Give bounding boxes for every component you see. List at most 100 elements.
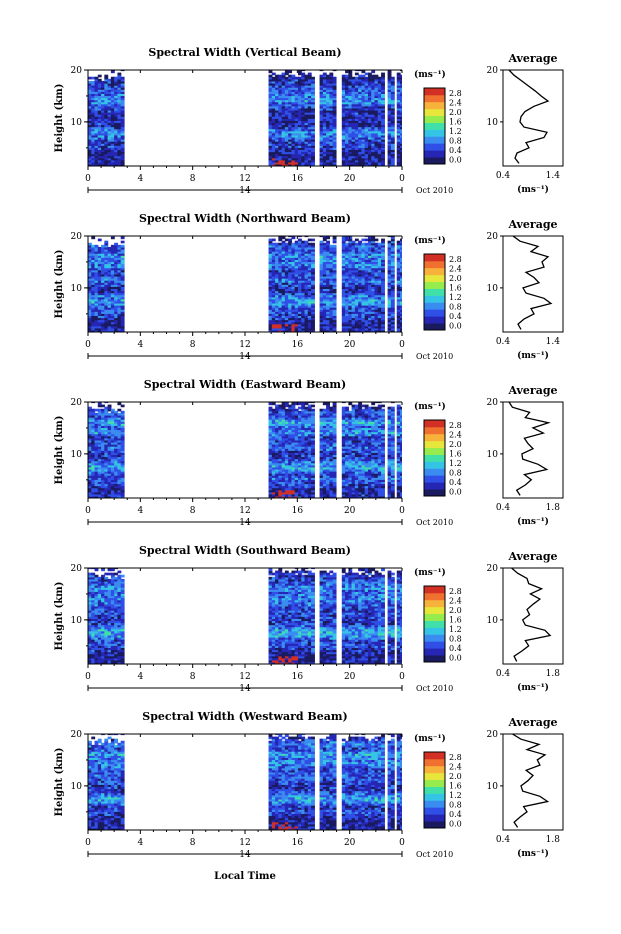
average-profile-line — [513, 236, 551, 329]
colorbar-swatch — [424, 475, 445, 482]
average-profile-line — [512, 568, 550, 661]
colorbar-tick-label: 0.8 — [449, 468, 462, 477]
colorbar-tick-label: 2.8 — [449, 89, 462, 98]
average-x-label: (ms⁻¹) — [517, 350, 549, 361]
x-tick-label: 20 — [344, 672, 356, 682]
colorbar-unit: (ms⁻¹) — [414, 401, 446, 412]
colorbar-swatch — [424, 102, 445, 109]
colorbar-tick-label: 2.4 — [449, 98, 462, 107]
colorbar-tick-label: 0.4 — [449, 146, 462, 155]
colorbar-swatch — [424, 123, 445, 130]
x-tick-label: 8 — [190, 672, 196, 682]
colorbar-tick-label: 1.2 — [449, 293, 462, 302]
average-y-tick-label: 20 — [487, 66, 499, 76]
date-label: Oct 2010 — [416, 518, 453, 527]
colorbar-tick-label: 1.6 — [449, 117, 462, 126]
average-title: Average — [507, 716, 557, 729]
colorbar-tick-label: 0.0 — [449, 653, 462, 662]
colorbar-swatch — [424, 427, 445, 434]
colorbar-swatch — [424, 655, 445, 662]
colorbar-tick-label: 1.2 — [449, 127, 462, 136]
colorbar-swatch — [424, 482, 445, 489]
average-frame — [503, 734, 563, 830]
day-label: 14 — [239, 518, 251, 528]
colorbar-swatch — [424, 282, 445, 289]
x-tick-label: 12 — [239, 838, 250, 848]
colorbar-tick-label: 2.0 — [449, 606, 462, 615]
colorbar-swatch — [424, 455, 445, 462]
colorbar-swatch — [424, 295, 445, 302]
colorbar-swatch — [424, 88, 445, 95]
panel-title: Spectral Width (Eastward Beam) — [144, 378, 346, 391]
panel-3: Spectral Width (Eastward Beam)1020Height… — [54, 378, 563, 528]
colorbar-swatch — [424, 129, 445, 136]
colorbar-swatch — [424, 150, 445, 157]
colorbar-swatch — [424, 607, 445, 614]
average-x-tick-label: 1.4 — [546, 337, 561, 347]
x-tick-label: 4 — [137, 838, 143, 848]
average-y-tick-label: 10 — [487, 616, 499, 626]
y-tick-label: 10 — [71, 782, 83, 792]
heatmap — [88, 68, 404, 166]
y-tick-label: 20 — [71, 232, 83, 242]
colorbar-tick-label: 0.0 — [449, 321, 462, 330]
colorbar-swatch — [424, 254, 445, 261]
colorbar-swatch — [424, 95, 445, 102]
colorbar-swatch — [424, 109, 445, 116]
colorbar-tick-label: 0.8 — [449, 800, 462, 809]
panel-title: Spectral Width (Southward Beam) — [139, 544, 351, 557]
heatmap — [88, 400, 404, 498]
colorbar-tick-label: 0.0 — [449, 819, 462, 828]
x-tick-label: 12 — [239, 506, 250, 516]
day-label: 14 — [239, 186, 251, 196]
average-x-label: (ms⁻¹) — [517, 848, 549, 859]
x-tick-label: 12 — [239, 340, 250, 350]
colorbar-swatch — [424, 420, 445, 427]
day-label: 14 — [239, 850, 251, 860]
panel-5: Spectral Width (Westward Beam)1020Height… — [54, 710, 563, 860]
average-title: Average — [507, 218, 557, 231]
x-tick-label: 0 — [85, 838, 91, 848]
average-y-tick-label: 10 — [487, 782, 499, 792]
average-profile-line — [512, 734, 547, 827]
x-tick-label: 16 — [292, 174, 304, 184]
x-tick-label: 4 — [137, 174, 143, 184]
colorbar-swatch — [424, 586, 445, 593]
colorbar-swatch — [424, 600, 445, 607]
x-tick-label: 12 — [239, 672, 250, 682]
colorbar-tick-label: 0.8 — [449, 634, 462, 643]
colorbar-unit: (ms⁻¹) — [414, 567, 446, 578]
average-y-tick-label: 10 — [487, 450, 499, 460]
colorbar-tick-label: 2.4 — [449, 430, 462, 439]
x-tick-label: 0 — [85, 506, 91, 516]
average-y-tick-label: 10 — [487, 284, 499, 294]
average-title: Average — [507, 384, 557, 397]
panel-title: Spectral Width (Northward Beam) — [139, 212, 351, 225]
colorbar-swatch — [424, 309, 445, 316]
y-tick-label: 20 — [71, 730, 83, 740]
colorbar-unit: (ms⁻¹) — [414, 733, 446, 744]
colorbar-tick-label: 2.8 — [449, 421, 462, 430]
average-x-label: (ms⁻¹) — [517, 184, 549, 195]
colorbar-tick-label: 1.6 — [449, 615, 462, 624]
colorbar-swatch — [424, 627, 445, 634]
colorbar-swatch — [424, 275, 445, 282]
x-tick-label: 0 — [399, 506, 405, 516]
colorbar-tick-label: 2.0 — [449, 108, 462, 117]
date-label: Oct 2010 — [416, 850, 453, 859]
date-label: Oct 2010 — [416, 684, 453, 693]
colorbar-tick-label: 0.0 — [449, 155, 462, 164]
colorbar-tick-label: 2.0 — [449, 274, 462, 283]
panel-title: Spectral Width (Vertical Beam) — [148, 46, 341, 59]
x-axis-label: Local Time — [214, 871, 276, 882]
colorbar-unit: (ms⁻¹) — [414, 235, 446, 246]
colorbar-tick-label: 1.2 — [449, 625, 462, 634]
colorbar-swatch — [424, 136, 445, 143]
colorbar-swatch — [424, 323, 445, 330]
colorbar-swatch — [424, 773, 445, 780]
colorbar-swatch — [424, 614, 445, 621]
y-axis-label: Height (km) — [54, 416, 65, 485]
y-tick-label: 20 — [71, 564, 83, 574]
average-frame — [503, 70, 563, 166]
